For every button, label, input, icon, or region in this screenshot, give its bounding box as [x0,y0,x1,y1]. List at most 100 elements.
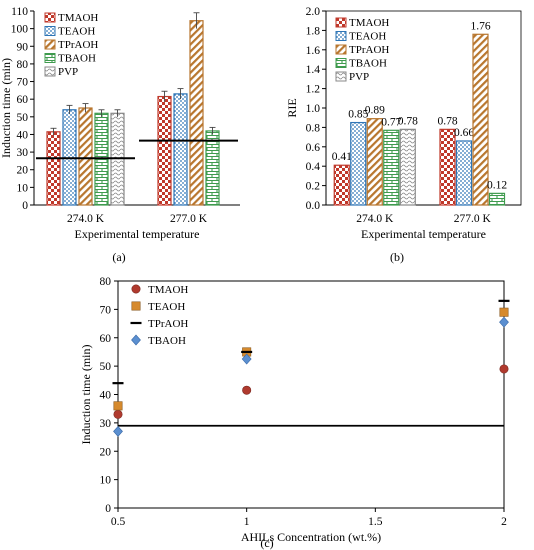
point-tbaoh [241,353,252,365]
legend-swatch-pvp [335,71,347,82]
point-tmaoh [499,364,509,374]
y-tick-label: 2.0 [306,6,321,18]
y-tick-label: 1.2 [306,84,321,96]
legend-swatch-tbaoh [44,53,56,63]
legend-swatch-tpraoh [335,44,347,55]
bar-tmaoh [439,128,456,206]
x-axis-title: Experimental temperature [361,227,486,241]
panel-c-label: (c) [260,536,273,550]
data-label: 0.85 [348,109,368,121]
legend-label-tbaoh: TBAOH [148,335,186,347]
legend-label-pvp: PVP [349,71,369,83]
y-tick-label: 0 [22,200,28,212]
panel-a-chart: 0 10 20 30 40 50 60 70 80 90 100 110 274.0 K 277.0 K T… [0,6,240,241]
legend-marker-teaoh [131,301,141,311]
y-tick-label: 0.0 [306,200,321,212]
point-tbaoh [113,425,123,437]
panel-b-label: (b) [390,250,404,264]
point-tmaoh [113,409,123,419]
bar-tpraoh [472,33,489,206]
plot-frame [117,280,505,509]
y-tick-label: 80 [100,276,112,288]
legend-swatch-tpraoh [44,39,56,50]
panel-b-chart: 0.0 0.2 0.4 0.6 0.8 1.0 1.2 1.4 1.6 1.8 2.0 274.0 K… [285,6,522,241]
legend-label-tmaoh: TMAOH [148,284,188,296]
legend-label-tbaoh: TBAOH [58,53,96,65]
y-tick-label: 1.8 [306,25,321,37]
data-label: 0.77 [381,116,401,128]
legend-label-teaoh: TEAOH [349,31,386,43]
legend-swatch-tbaoh [335,58,347,68]
panel-a-label: (a) [112,250,125,264]
data-label: 0.66 [454,127,474,139]
legend-label-tmaoh: TMAOH [349,17,389,29]
data-label: 0.78 [437,115,457,127]
x-tick-label: 277.0 K [454,213,492,225]
legend-label-teaoh: TEAOH [148,301,185,313]
x-tick-label: 274.0 K [356,213,394,225]
legend-label-tmaoh: TMAOH [58,12,98,24]
data-label: 0.78 [398,115,418,127]
y-tick-label: 70 [100,304,112,316]
bar-teaoh [173,93,188,206]
bar-teaoh [455,140,473,206]
bar-tpraoh [78,107,93,206]
x-tick-label: 1.5 [368,516,383,528]
point-teaoh [499,307,509,317]
legend-swatch-tmaoh [44,12,56,23]
x-tick-label: 0.5 [111,516,126,528]
y-tick-label: 1.4 [306,64,321,76]
y-tick-label: 20 [17,165,29,177]
y-tick-label: 0.6 [306,142,321,154]
data-label: 0.12 [487,179,507,191]
legend-label-tpraoh: TPrAOH [148,318,188,330]
point-tbaoh [499,316,509,328]
data-label: 0.89 [365,105,385,117]
legend-label-tbaoh: TBAOH [349,58,387,70]
x-axis-title: AHILs Concentration (wt.%) [241,530,381,544]
bar-tbaoh [488,192,506,206]
y-tick-label: 60 [17,94,29,106]
y-tick-label: 10 [17,182,29,194]
bar-tbaoh [383,129,400,206]
bar-tpraoh [189,20,204,206]
y-tick-label: 110 [11,6,28,18]
x-tick-label: 1 [244,516,250,528]
x-axis-title: Experimental temperature [75,227,200,241]
y-tick-label: 0.2 [306,181,321,193]
bar-tpraoh [366,118,383,206]
y-tick-label: 20 [100,446,112,458]
y-tick-label: 80 [17,59,29,71]
legend-marker-tmaoh [131,284,141,294]
bar-tmaoh [333,164,350,206]
data-label: 1.76 [470,20,490,32]
x-tick-label: 277.0 K [170,213,208,225]
y-tick-label: 0.4 [306,161,321,173]
bar-tmaoh [46,131,61,206]
panel-c-chart: 0 10 20 30 40 50 60 70 80 0.5 1 1.5 2 TMAOH TEAOH TPrAO… [79,276,510,544]
bar-tmaoh [157,95,172,206]
y-tick-label: 40 [100,390,112,402]
legend-marker-tbaoh [131,334,141,346]
y-tick-label: 1.6 [306,45,321,57]
legend-label-pvp: PVP [58,66,78,78]
legend-swatch-tmaoh [335,17,347,28]
legend-swatch-pvp [44,66,56,77]
y-tick-label: 90 [17,41,29,53]
x-tick-label: 274.0 K [67,213,105,225]
data-label: 0.41 [332,151,352,163]
bar-teaoh [350,121,367,206]
legend-swatch-teaoh [44,26,56,36]
legend-label-teaoh: TEAOH [58,26,95,38]
y-tick-label: 0.8 [306,122,321,134]
point-tmaoh [242,385,252,395]
y-tick-label: 10 [100,475,112,487]
y-tick-label: 50 [100,361,112,373]
point-teaoh [113,401,123,411]
bar-pvp [399,128,416,206]
y-tick-label: 0 [105,503,111,515]
x-tick-label: 2 [501,516,507,528]
y-tick-label: 50 [17,112,29,124]
y-tick-label: 70 [17,77,29,89]
